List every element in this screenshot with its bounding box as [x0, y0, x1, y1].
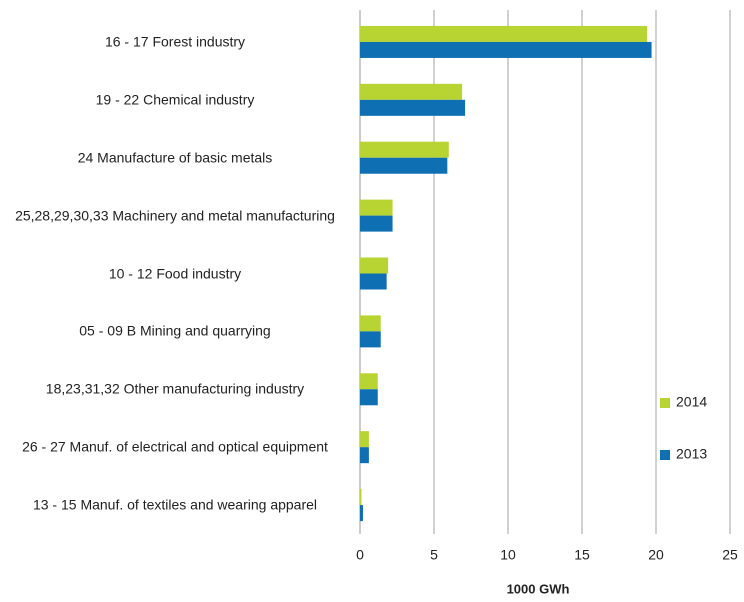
y-tick-label: 25,28,29,30,33 Machinery and metal manuf… — [15, 207, 335, 224]
x-tick-label: 25 — [722, 547, 738, 563]
legend-label: 2013 — [676, 446, 707, 462]
legend-label: 2014 — [676, 394, 707, 410]
y-tick-label: 16 - 17 Forest industry — [104, 33, 246, 50]
bar — [360, 141, 449, 158]
y-tick-label: 26 - 27 Manuf. of electrical and optical… — [22, 438, 328, 455]
bar — [360, 505, 363, 522]
legend-swatch — [660, 398, 670, 408]
x-axis-title: 1000 GWh — [507, 581, 570, 596]
y-tick-label: 24 Manufacture of basic metals — [77, 149, 273, 166]
y-tick-label: 13 - 15 Manuf. of textiles and wearing a… — [32, 496, 318, 513]
x-tick-label: 15 — [574, 547, 590, 563]
bar — [360, 157, 448, 174]
x-tick-label: 5 — [430, 547, 438, 563]
bar — [360, 215, 393, 232]
bar — [360, 315, 381, 332]
bar — [360, 447, 369, 464]
x-tick-label: 0 — [356, 547, 364, 563]
bar — [360, 41, 652, 58]
bar — [360, 373, 378, 390]
bar — [360, 99, 466, 116]
bar — [360, 257, 389, 274]
bar — [360, 331, 381, 348]
y-tick-label: 18,23,31,32 Other manufacturing industry — [45, 380, 305, 397]
y-tick-label: 05 - 09 B Mining and quarrying — [79, 322, 271, 339]
legend-swatch — [660, 450, 670, 460]
y-tick-label: 19 - 22 Chemical industry — [95, 91, 255, 108]
bar — [360, 431, 369, 448]
bar — [360, 199, 393, 216]
x-tick-label: 10 — [500, 547, 516, 563]
y-tick-label: 10 - 12 Food industry — [108, 265, 242, 281]
x-tick-label: 20 — [648, 547, 664, 563]
bar — [360, 25, 648, 42]
bar — [360, 83, 463, 100]
bar — [360, 273, 387, 290]
bar — [360, 389, 378, 406]
bar — [360, 489, 362, 506]
